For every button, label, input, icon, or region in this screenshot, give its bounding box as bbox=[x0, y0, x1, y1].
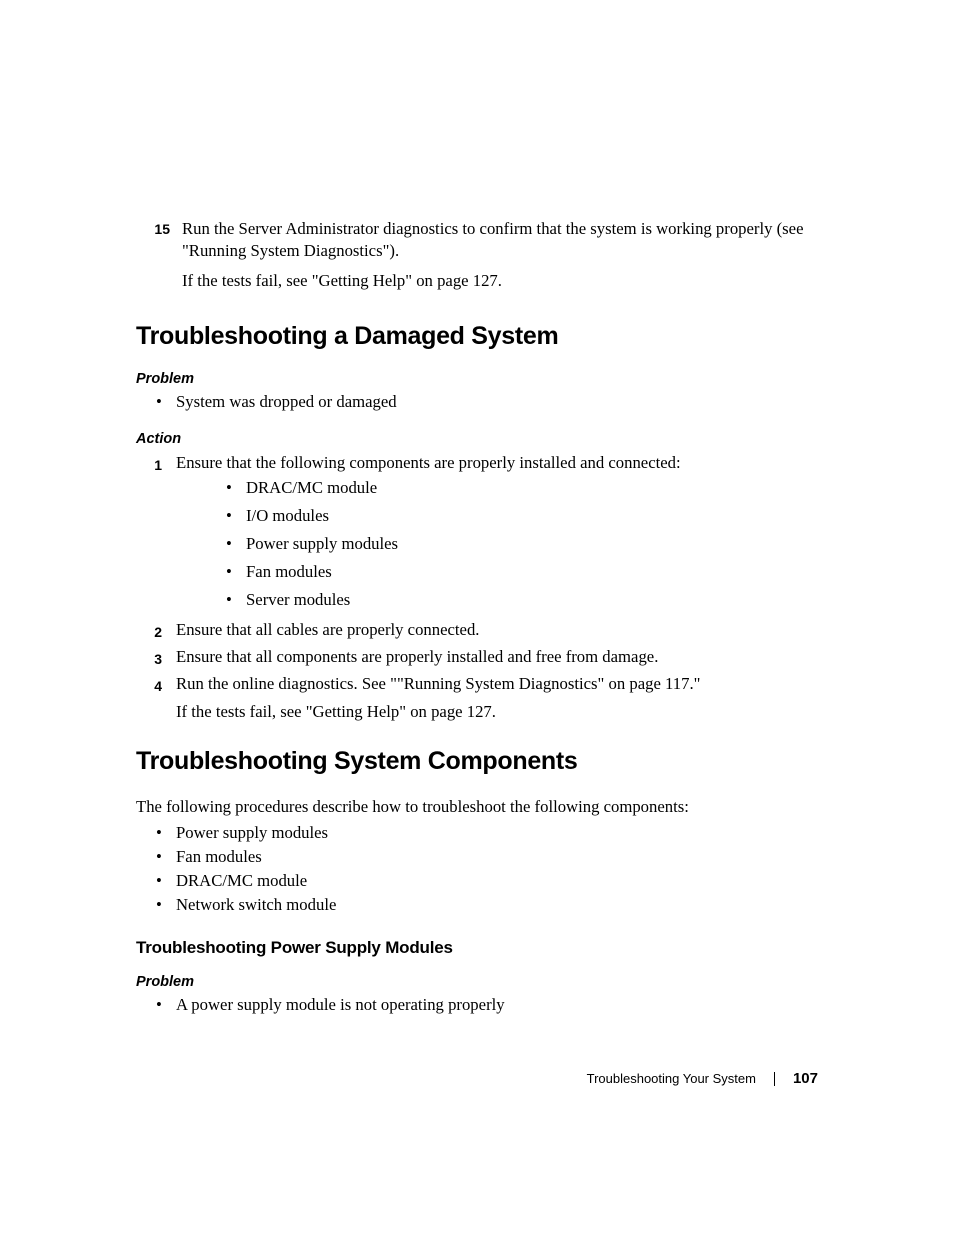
list-item: Power supply modules bbox=[176, 530, 818, 558]
problem-list: A power supply module is not operating p… bbox=[136, 994, 818, 1016]
step-body: Run the Server Administrator diagnostics… bbox=[182, 218, 818, 292]
step-number: 15 bbox=[136, 218, 182, 240]
action-list: Ensure that the following components are… bbox=[136, 452, 818, 723]
subsection-heading: Troubleshooting Power Supply Modules bbox=[136, 938, 818, 958]
list-item: I/O modules bbox=[176, 502, 818, 530]
action-item: Run the online diagnostics. See ""Runnin… bbox=[136, 673, 818, 723]
section-system-components: Troubleshooting System Components The fo… bbox=[136, 747, 818, 1016]
step-text-2: If the tests fail, see "Getting Help" on… bbox=[182, 270, 818, 292]
list-item: Fan modules bbox=[176, 558, 818, 586]
action-extra: If the tests fail, see "Getting Help" on… bbox=[176, 701, 818, 723]
section-damaged-system: Troubleshooting a Damaged System Problem… bbox=[136, 322, 818, 723]
list-item: Fan modules bbox=[136, 846, 818, 868]
action-item: Ensure that the following components are… bbox=[136, 452, 818, 614]
footer-chapter: Troubleshooting Your System bbox=[587, 1071, 756, 1086]
list-item: System was dropped or damaged bbox=[136, 391, 818, 413]
components-list: Power supply modules Fan modules DRAC/MC… bbox=[136, 822, 818, 916]
sub-list: DRAC/MC module I/O modules Power supply … bbox=[176, 474, 818, 614]
list-item: A power supply module is not operating p… bbox=[136, 994, 818, 1016]
footer-page-number: 107 bbox=[793, 1070, 818, 1087]
page-footer: Troubleshooting Your System 107 bbox=[587, 1070, 818, 1087]
section-intro: The following procedures describe how to… bbox=[136, 796, 818, 818]
list-item: Power supply modules bbox=[136, 822, 818, 844]
problem-label: Problem bbox=[136, 974, 818, 990]
action-text: Ensure that all components are properly … bbox=[176, 647, 658, 666]
section-heading: Troubleshooting System Components bbox=[136, 747, 818, 776]
list-item: DRAC/MC module bbox=[176, 474, 818, 502]
list-item: DRAC/MC module bbox=[136, 870, 818, 892]
footer-separator bbox=[774, 1072, 775, 1086]
action-label: Action bbox=[136, 431, 818, 447]
document-page: 15 Run the Server Administrator diagnost… bbox=[0, 0, 954, 1235]
step-text-1: Run the Server Administrator diagnostics… bbox=[182, 218, 818, 262]
action-text: Ensure that the following components are… bbox=[176, 453, 681, 472]
action-item: Ensure that all cables are properly conn… bbox=[136, 619, 818, 641]
action-text: Ensure that all cables are properly conn… bbox=[176, 620, 479, 639]
action-text: Run the online diagnostics. See ""Runnin… bbox=[176, 674, 700, 693]
problem-list: System was dropped or damaged bbox=[136, 391, 818, 413]
problem-label: Problem bbox=[136, 371, 818, 387]
list-item: Server modules bbox=[176, 586, 818, 614]
list-item: Network switch module bbox=[136, 894, 818, 916]
step-15: 15 Run the Server Administrator diagnost… bbox=[136, 218, 818, 292]
action-item: Ensure that all components are properly … bbox=[136, 646, 818, 668]
section-heading: Troubleshooting a Damaged System bbox=[136, 322, 818, 351]
